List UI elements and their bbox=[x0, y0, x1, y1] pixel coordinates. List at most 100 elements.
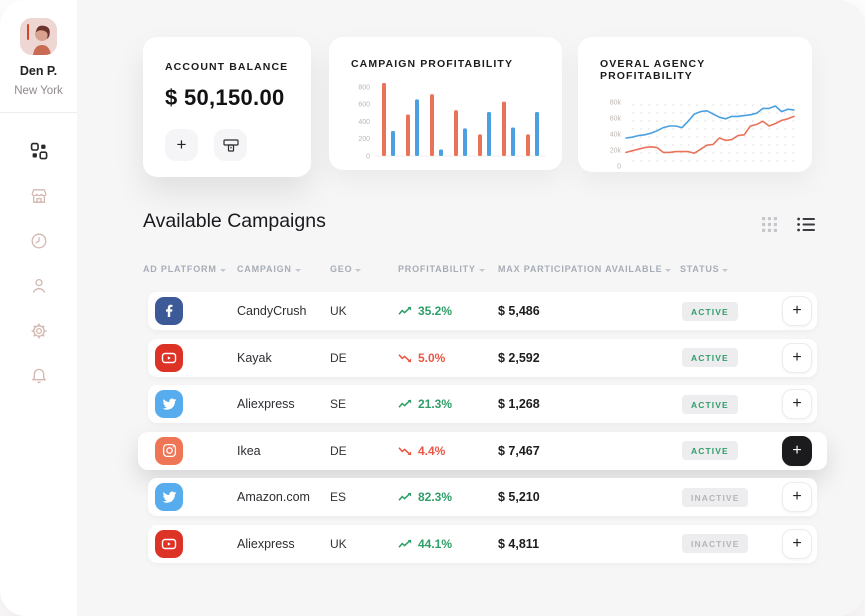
sort-caret-icon bbox=[219, 268, 226, 272]
profitability-cell: 4.4% bbox=[398, 444, 498, 458]
status-badge: INACTIVE bbox=[682, 487, 749, 507]
sort-header-profitability[interactable]: PROFITABILITY bbox=[398, 264, 498, 274]
history-icon bbox=[29, 231, 49, 251]
account-balance-card: ACCOUNT BALANCE $ 50,150.00 + bbox=[143, 37, 311, 177]
campaign-name: CandyCrush bbox=[237, 304, 307, 318]
max-participation-value: $ 2,592 bbox=[498, 350, 540, 365]
trend-down-icon bbox=[398, 353, 412, 362]
withdraw-button[interactable] bbox=[214, 129, 247, 161]
table-row[interactable]: Aliexpress SE 21.3% $ 1,268 ACTIVE + bbox=[148, 385, 817, 423]
ad-platform-cell bbox=[155, 483, 237, 511]
avatar[interactable] bbox=[20, 18, 57, 55]
table-row[interactable]: Aliexpress UK 44.1% $ 4,811 INACTIVE + bbox=[148, 524, 817, 563]
status-badge: INACTIVE bbox=[682, 534, 749, 553]
sidebar-item-dashboard[interactable] bbox=[29, 141, 49, 161]
svg-text:80k: 80k bbox=[610, 100, 622, 107]
sidebar-item-history[interactable] bbox=[29, 231, 49, 251]
settings-icon bbox=[29, 321, 49, 341]
svg-text:400: 400 bbox=[358, 119, 370, 126]
profitability-cell: 82.3% bbox=[398, 490, 498, 504]
profitability-value: 4.4% bbox=[418, 443, 446, 458]
shop-icon bbox=[29, 186, 49, 206]
sidebar-item-notifications[interactable] bbox=[29, 366, 49, 386]
svg-text:20k: 20k bbox=[610, 148, 622, 155]
max-participation-value: $ 5,210 bbox=[498, 490, 540, 504]
profitability-cell: 35.2% bbox=[398, 304, 498, 318]
sort-caret-icon bbox=[722, 268, 729, 272]
twitter-icon bbox=[155, 390, 183, 418]
svg-text:0: 0 bbox=[617, 164, 621, 171]
geo-value: UK bbox=[330, 536, 347, 551]
user-location: New York bbox=[14, 85, 63, 97]
table-row[interactable]: Ikea DE 4.4% $ 7,467 ACTIVE + bbox=[138, 431, 827, 470]
plus-icon: + bbox=[176, 135, 187, 154]
sort-caret-icon bbox=[478, 268, 485, 272]
ad-platform-cell bbox=[155, 390, 237, 418]
profitability-cell: 44.1% bbox=[398, 537, 498, 551]
agency-chart-title: OVERAL AGENCY PROFITABILITY bbox=[600, 58, 706, 82]
campaign-name: Kayak bbox=[237, 350, 272, 365]
svg-text:800: 800 bbox=[358, 84, 370, 91]
svg-text:0: 0 bbox=[366, 154, 370, 161]
user-name: Den P. bbox=[19, 64, 58, 78]
add-funds-button[interactable]: + bbox=[165, 129, 198, 161]
campaign-bar-chart: 0 200 400 600 800 bbox=[351, 76, 548, 166]
sidebar-item-shop[interactable] bbox=[29, 186, 49, 206]
sort-header-geo[interactable]: GEO bbox=[330, 264, 398, 274]
add-campaign-button[interactable]: + bbox=[782, 342, 812, 373]
agency-profitability-card: OVERAL AGENCY PROFITABILITY 0 20k 40k 60k 80… bbox=[578, 37, 812, 172]
profitability-value: 35.2% bbox=[418, 304, 453, 318]
max-participation-value: $ 7,467 bbox=[498, 443, 540, 458]
status-badge: ACTIVE bbox=[682, 441, 738, 460]
list-view-icon bbox=[797, 217, 815, 231]
campaign-profitability-card: CAMPAIGN PROFITABILITY 0 200 400 600 800 bbox=[329, 37, 562, 170]
twitter-icon bbox=[155, 483, 183, 511]
sort-caret-icon bbox=[294, 268, 301, 272]
status-badge: ACTIVE bbox=[682, 301, 738, 321]
max-participation-value: $ 4,811 bbox=[498, 536, 540, 551]
agency-line-chart: 0 20k 40k 60k 80k bbox=[600, 88, 798, 180]
sort-header-ad-platform[interactable]: AD PLATFORM bbox=[143, 264, 237, 274]
instagram-icon bbox=[155, 436, 183, 465]
sidebar-item-settings[interactable] bbox=[29, 321, 49, 341]
campaign-name: Aliexpress bbox=[237, 397, 295, 411]
sort-header-campaign[interactable]: CAMPAIGN bbox=[237, 264, 330, 274]
svg-text:600: 600 bbox=[358, 102, 370, 109]
section-title: Available Campaigns bbox=[143, 210, 326, 232]
svg-text:40k: 40k bbox=[610, 132, 622, 139]
grid-view-button[interactable] bbox=[759, 214, 779, 234]
balance-actions: + bbox=[165, 129, 293, 161]
ad-platform-cell bbox=[155, 343, 237, 372]
profitability-cell: 21.3% bbox=[398, 397, 498, 411]
table-row[interactable]: CandyCrush UK 35.2% $ 5,486 ACTIVE + bbox=[148, 292, 817, 330]
sidebar: Den P. New York bbox=[0, 0, 77, 616]
profitability-value: 82.3% bbox=[418, 490, 453, 504]
ad-platform-cell bbox=[155, 436, 237, 465]
trend-down-icon bbox=[398, 446, 412, 455]
sidebar-item-profile[interactable] bbox=[29, 276, 49, 296]
table-row[interactable]: Amazon.com ES 82.3% $ 5,210 INACTIVE + bbox=[148, 478, 817, 516]
add-campaign-button[interactable]: + bbox=[782, 435, 812, 466]
withdraw-icon bbox=[222, 139, 239, 152]
list-view-button[interactable] bbox=[796, 214, 816, 234]
status-badge: ACTIVE bbox=[682, 394, 738, 414]
ad-platform-cell bbox=[155, 529, 237, 558]
table-row[interactable]: Kayak DE 5.0% $ 2,592 ACTIVE + bbox=[148, 338, 817, 377]
profitability-value: 44.1% bbox=[418, 536, 453, 551]
sort-header-max-participation-available[interactable]: MAX PARTICIPATION AVAILABLE bbox=[498, 264, 680, 274]
add-campaign-button[interactable]: + bbox=[782, 528, 812, 559]
add-campaign-button[interactable]: + bbox=[782, 482, 812, 512]
geo-value: SE bbox=[330, 397, 347, 411]
sort-header-status[interactable]: STATUS bbox=[680, 264, 780, 274]
geo-value: DE bbox=[330, 443, 347, 458]
add-campaign-button[interactable]: + bbox=[782, 296, 812, 326]
profitability-cell: 5.0% bbox=[398, 351, 498, 365]
profitability-value: 21.3% bbox=[418, 397, 453, 411]
table-header-row: AD PLATFORM CAMPAIGN GEO PROFITABILITY MAX P… bbox=[143, 264, 823, 274]
profile-block: Den P. New York bbox=[0, 0, 77, 113]
add-campaign-button[interactable]: + bbox=[782, 389, 812, 419]
sidebar-divider bbox=[0, 112, 77, 113]
ad-platform-cell bbox=[155, 297, 237, 325]
notifications-icon bbox=[29, 366, 49, 386]
